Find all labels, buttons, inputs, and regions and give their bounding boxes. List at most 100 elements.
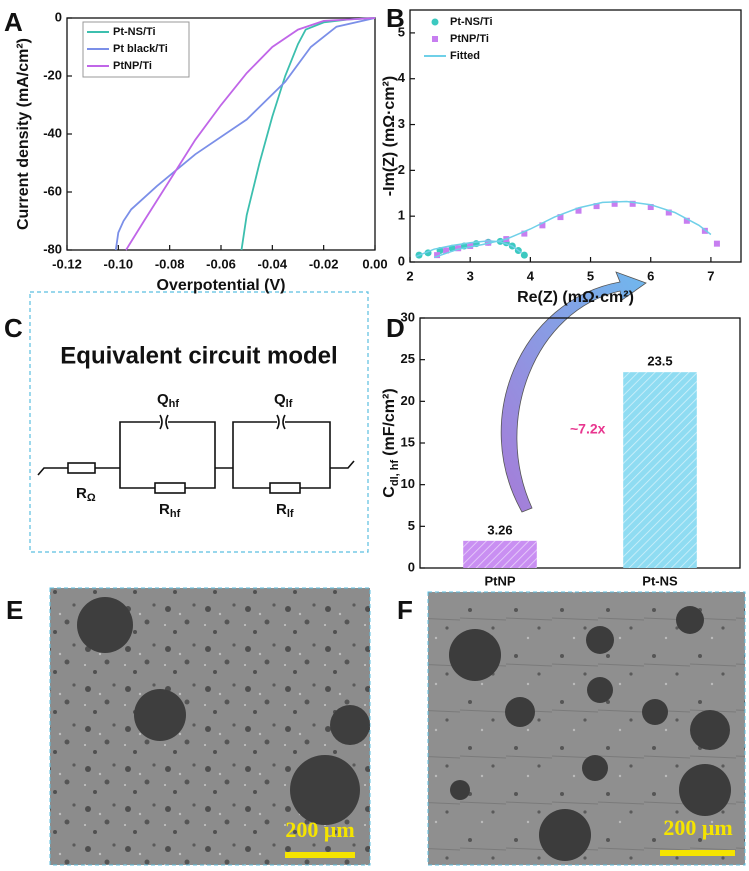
point [443, 247, 450, 254]
y-tick-label: 3 [398, 116, 405, 131]
symbol: Q [157, 391, 169, 408]
y-tick-label: -80 [43, 241, 62, 256]
y-tick-label: 10 [401, 476, 415, 491]
legend-label: Pt black/Ti [113, 43, 168, 55]
label-sub: dl, hf [389, 460, 401, 487]
bubbles [449, 606, 731, 861]
bubbles [77, 597, 370, 825]
y-tick-label: 15 [401, 434, 415, 449]
point [575, 207, 582, 214]
subscript: Ω [87, 492, 96, 504]
scale-bar-label: 200 μm [663, 815, 732, 840]
subscript: lf [286, 398, 293, 410]
y-tick-label: 0 [398, 253, 405, 268]
x-tick-label: Pt-NS [642, 573, 678, 588]
annotation: ~7.2x [570, 421, 606, 437]
point [611, 200, 618, 207]
legend-swatch [431, 18, 439, 26]
panel-frame [29, 291, 369, 553]
x-tick-label: -0.08 [155, 256, 185, 271]
x-axis-label: Re(Z) (mΩ·cm²) [517, 289, 634, 306]
y-tick-label: 1 [398, 208, 405, 223]
point [647, 204, 654, 211]
component-label: Qhf [157, 391, 179, 410]
symbol: R [276, 501, 287, 518]
y-axis-label: Current density (mA/cm²) [15, 38, 32, 230]
point [665, 209, 672, 216]
component-label: Qlf [274, 391, 293, 410]
x-tick-label: 4 [527, 268, 535, 283]
circuit [37, 414, 355, 494]
series-line [415, 200, 712, 259]
subscript: lf [287, 508, 294, 520]
symbol: R [159, 501, 170, 518]
point [455, 245, 462, 252]
y-tick-label: 0 [408, 559, 415, 574]
panel-label: B [386, 3, 405, 33]
legend-label: Pt-NS/Ti [113, 26, 156, 38]
point [683, 217, 690, 224]
x-tick-label: 0.00 [362, 256, 387, 271]
ratio-arrow [500, 271, 647, 513]
x-tick-label: -0.06 [206, 256, 236, 271]
y-axis-label: -Im(Z) (mΩ·cm²) [381, 76, 398, 196]
point [467, 242, 474, 249]
point [557, 214, 564, 221]
x-tick-label: PtNP [484, 573, 515, 588]
legend-swatch [432, 36, 438, 42]
panel-label: E [6, 595, 23, 625]
x-tick-label: 7 [707, 268, 714, 283]
x-tick-label: 3 [467, 268, 474, 283]
x-tick-label: 6 [647, 268, 654, 283]
point [701, 227, 708, 234]
component-label: Rlf [276, 501, 294, 520]
y-tick-label: 2 [398, 162, 405, 177]
y-axis-label: Cdl, hf (mF/cm²) [381, 388, 401, 497]
y-tick-label: 25 [401, 351, 415, 366]
legend-label: PtNP/Ti [450, 33, 489, 45]
component-label: Rhf [159, 501, 181, 520]
panel-label: A [4, 7, 23, 37]
panel-label: D [386, 313, 405, 343]
y-tick-label: -60 [43, 183, 62, 198]
point [520, 251, 528, 259]
series-line [240, 17, 376, 251]
point [434, 252, 441, 259]
legend-label: Fitted [450, 50, 480, 62]
series-line [125, 17, 376, 251]
x-axis-label: Overpotential (V) [157, 277, 286, 294]
x-tick-label: -0.10 [104, 256, 134, 271]
label-unit: (mF/cm²) [381, 388, 398, 456]
x-tick-label: 2 [406, 268, 413, 283]
x-tick-label: 5 [587, 268, 594, 283]
y-tick-label: 5 [398, 24, 405, 39]
point [521, 230, 528, 237]
x-tick-label: -0.04 [258, 256, 288, 271]
y-tick-label: 0 [55, 9, 62, 24]
y-tick-label: 20 [401, 393, 415, 408]
y-tick-label: -40 [43, 125, 62, 140]
x-tick-label: -0.02 [309, 256, 339, 271]
y-tick-label: 30 [401, 309, 415, 324]
symbol: R [76, 485, 87, 502]
symbol: Q [274, 391, 286, 408]
value-label: 3.26 [487, 522, 512, 537]
subscript: hf [170, 508, 181, 520]
x-tick-label: -0.12 [52, 256, 82, 271]
point [629, 200, 636, 207]
label-main: C [381, 486, 398, 498]
bar [623, 372, 697, 568]
legend-label: PtNP/Ti [113, 60, 152, 72]
scale-bar-label: 200 μm [285, 817, 354, 842]
point [713, 240, 720, 247]
y-tick-label: 5 [408, 518, 415, 533]
subscript: hf [169, 398, 180, 410]
panel-label: F [397, 595, 413, 625]
y-tick-label: -20 [43, 67, 62, 82]
legend-label: Pt-NS/Ti [450, 16, 493, 28]
point [539, 222, 546, 229]
y-tick-label: 4 [398, 70, 406, 85]
point [593, 203, 600, 210]
value-label: 23.5 [647, 354, 672, 369]
